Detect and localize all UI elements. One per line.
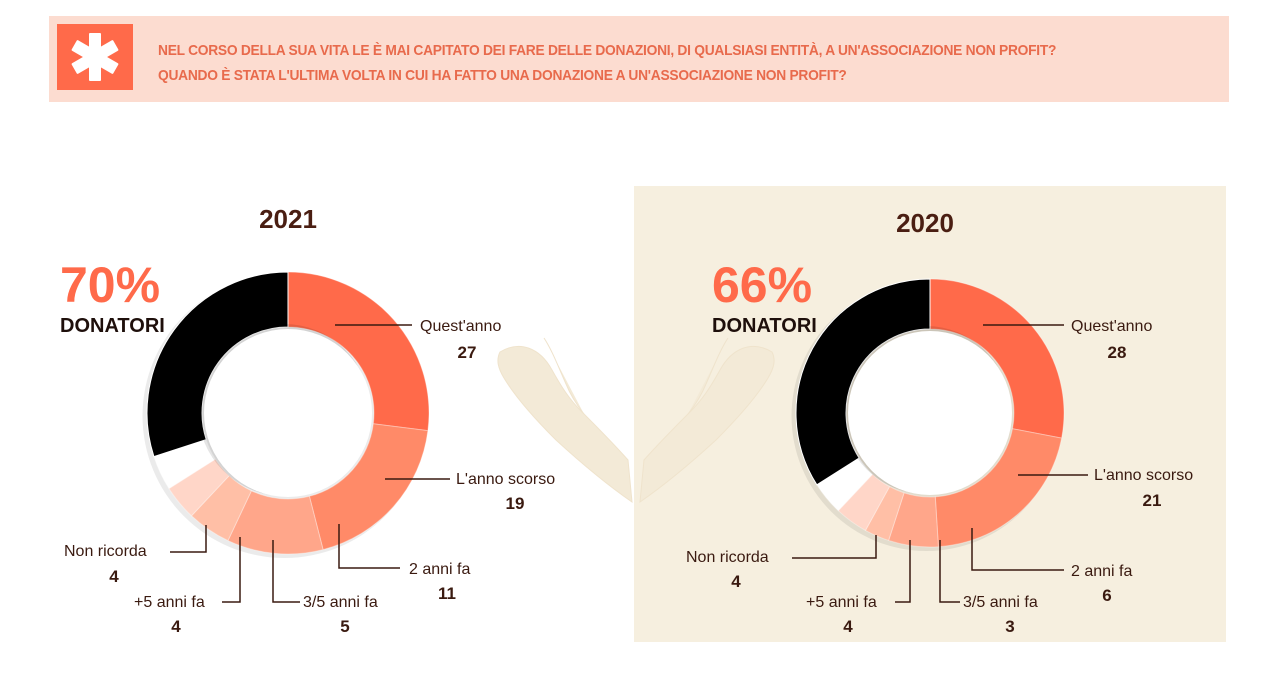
value-annoscorso-2021: 19 <box>506 494 525 513</box>
label-2anni-2021: 2 anni fa <box>409 561 470 578</box>
donut-hole-2021 <box>204 329 372 497</box>
chart-title-2021: 2021 <box>259 204 317 234</box>
question-line-1: NEL CORSO DELLA SUA VITA LE È MAI CAPITA… <box>158 42 1057 59</box>
slice-5anni-2021 <box>168 458 230 517</box>
label-annoscorso-2021: L'anno scorso <box>456 471 555 488</box>
slices-2021 <box>142 271 430 558</box>
slice-non-donatori-2020 <box>795 278 931 486</box>
value-questanno-2020: 28 <box>1108 343 1127 362</box>
asterisk-glyph <box>71 33 119 81</box>
slice-questanno-2020 <box>929 278 1065 439</box>
value-annoscorso-2020: 21 <box>1143 491 1162 510</box>
donut-chart-2021: 2021 70% DONATORI Quest'anno 27 L'anno s… <box>60 204 555 636</box>
slice-annoscorso-2020 <box>934 428 1063 548</box>
label-questanno-2021: Quest'anno <box>420 318 501 335</box>
value-nonricorda-2021: 4 <box>109 567 119 586</box>
value-5anni-2020: 4 <box>843 617 853 636</box>
label-nonricorda-2021: Non ricorda <box>64 543 147 560</box>
slice-2anni-2020 <box>887 492 939 548</box>
label-5anni-2021: +5 anni fa <box>134 594 205 611</box>
label-nonricorda-2020: Non ricorda <box>686 549 769 566</box>
slice-annoscorso-2021 <box>308 423 429 551</box>
value-35anni-2021: 5 <box>340 617 349 636</box>
value-nonricorda-2020: 4 <box>731 572 741 591</box>
donut-chart-2020: 2020 66% DONATORI Quest'anno 28 L'anno s… <box>686 208 1193 636</box>
question-text: NEL CORSO DELLA SUA VITA LE È MAI CAPITA… <box>158 38 1228 88</box>
chart-title-2020: 2020 <box>896 208 954 238</box>
slice-5anni-2020 <box>837 473 891 532</box>
donatori-percentage-2021: 70% <box>60 257 160 313</box>
slice-questanno-2021 <box>287 271 430 432</box>
slice-non-donatori-2021 <box>146 271 289 458</box>
label-questanno-2020: Quest'anno <box>1071 318 1152 335</box>
label-2anni-2020: 2 anni fa <box>1071 563 1132 580</box>
donatori-percentage-2020: 66% <box>712 257 812 313</box>
value-5anni-2021: 4 <box>171 617 181 636</box>
question-line-2: QUANDO È STATA L'ULTIMA VOLTA IN CUI HA … <box>158 67 847 84</box>
label-annoscorso-2020: L'anno scorso <box>1094 467 1193 484</box>
value-questanno-2021: 27 <box>458 343 477 362</box>
open-hands-icon <box>497 337 775 504</box>
asterisk-icon <box>57 24 133 90</box>
label-5anni-2020: +5 anni fa <box>806 594 877 611</box>
label-35anni-2020: 3/5 anni fa <box>963 594 1038 611</box>
label-35anni-2021: 3/5 anni fa <box>303 594 378 611</box>
question-banner <box>49 16 1229 102</box>
donatori-label-2020: DONATORI <box>712 315 817 337</box>
donut-hole-2020 <box>848 331 1012 495</box>
slice-35anni-2020 <box>864 485 905 542</box>
donatori-label-2021: DONATORI <box>60 315 165 337</box>
slice-2anni-2021 <box>227 490 324 555</box>
value-2anni-2021: 11 <box>438 584 456 603</box>
value-2anni-2020: 6 <box>1102 586 1111 605</box>
leader-lines-2021 <box>170 324 450 603</box>
leader-lines-2020 <box>792 324 1088 603</box>
slices-2020 <box>791 278 1065 551</box>
value-35anni-2020: 3 <box>1005 617 1014 636</box>
slice-35anni-2021 <box>190 474 253 542</box>
